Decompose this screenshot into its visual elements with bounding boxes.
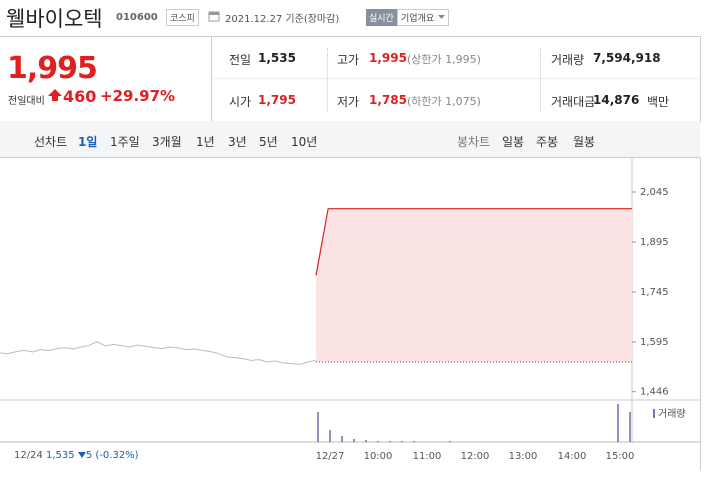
- footer-change: 5: [85, 450, 93, 461]
- stat-value: 1,535: [258, 51, 296, 65]
- stat-label: 거래대금: [551, 95, 596, 109]
- stat-label: 저가: [337, 95, 360, 109]
- footer-change-rate: (-0.32%): [95, 450, 139, 461]
- stat-note: (하한가 1,075): [407, 95, 481, 108]
- chart-box: [0, 158, 701, 470]
- stock-name: 웰바이오텍: [6, 7, 103, 31]
- tab[interactable]: 1일: [78, 135, 98, 149]
- divider: [327, 48, 328, 112]
- company-info-text: 기업개요: [401, 14, 435, 24]
- calendar-icon: [208, 11, 220, 22]
- footer: 12/24 1,535 5 (-0.32%): [14, 450, 139, 461]
- stat-note: (상한가 1,995): [407, 53, 481, 66]
- stat-label: 거래량: [551, 53, 585, 67]
- tab[interactable]: 3년: [228, 135, 247, 149]
- tab-bar: [0, 121, 700, 158]
- x-tick-label: 12/27: [316, 451, 345, 462]
- divider: [540, 48, 541, 112]
- stat-unit: 백만: [647, 95, 670, 109]
- volume-bar: [353, 439, 355, 442]
- chart: 2,045 1,895 1,745 1,595 1,446 거래량 12/27 10:00 11…: [0, 158, 700, 462]
- change: 460: [63, 87, 97, 106]
- x-tick-label: 14:00: [558, 451, 587, 462]
- current-price: 1,995: [7, 51, 98, 86]
- y-tick-label: 1,895: [640, 237, 669, 248]
- volume-bar: [413, 441, 415, 442]
- volume-bar: [449, 441, 451, 442]
- tab[interactable]: 5년: [259, 135, 278, 149]
- realtime-button[interactable]: 실시간: [366, 9, 397, 26]
- tab[interactable]: 주봉: [536, 135, 559, 149]
- stock-code: 010600: [116, 12, 158, 23]
- down-arrow: [77, 452, 86, 458]
- stat-label: 고가: [337, 53, 360, 67]
- stat-value: 1,795: [258, 93, 296, 107]
- x-tick-label: 11:00: [413, 451, 442, 462]
- volume-legend-swatch: [653, 409, 655, 418]
- y-tick-label: 1,446: [640, 387, 669, 398]
- stat-label: 전일: [229, 53, 252, 67]
- x-tick-label: 10:00: [364, 451, 393, 462]
- volume-bar: [317, 412, 319, 442]
- stat-value: 1,995: [369, 51, 407, 65]
- y-tick-label: 1,595: [640, 337, 669, 348]
- change-label: 전일대비: [8, 96, 45, 107]
- tab[interactable]: 1주일: [110, 135, 140, 149]
- volume-bar: [617, 404, 619, 442]
- divider: [212, 78, 700, 79]
- tab-label: 봉차트: [457, 135, 491, 149]
- price-area: [316, 208, 632, 362]
- volume-bar: [377, 441, 379, 442]
- volume-legend: 거래량: [658, 408, 686, 420]
- x-tick-label: 12:00: [461, 451, 490, 462]
- stat-value: 14,876: [593, 93, 640, 107]
- volume-bar: [329, 430, 331, 442]
- date: 2021.12.27 기준(장마감): [225, 14, 340, 25]
- volume-bar: [629, 412, 631, 442]
- tab[interactable]: 3개월: [152, 135, 182, 149]
- tab[interactable]: 월봉: [573, 135, 596, 149]
- x-tick-label: 15:00: [606, 451, 635, 462]
- stat-value: 1,785: [369, 93, 407, 107]
- tab-label: 선차트: [34, 135, 68, 149]
- footer-price: 1,535: [46, 450, 75, 461]
- change-rate: +29.97%: [100, 87, 176, 105]
- prev-day-line: [0, 341, 317, 365]
- footer-date: 12/24: [14, 450, 43, 461]
- tab[interactable]: 10년: [291, 135, 318, 149]
- market-badge: 코스피: [166, 9, 199, 26]
- y-tick-label: 2,045: [640, 187, 669, 198]
- y-tick-label: 1,745: [640, 287, 669, 298]
- price-line: [315, 208, 632, 276]
- volume-bar: [365, 440, 367, 442]
- x-tick-label: 13:00: [509, 451, 538, 462]
- volume-bar: [401, 441, 403, 442]
- company-info-button[interactable]: 기업개요: [397, 9, 450, 26]
- stat-label: 시가: [229, 95, 252, 109]
- tab[interactable]: 일봉: [502, 135, 525, 149]
- up-arrow: [48, 89, 62, 101]
- divider: [211, 37, 212, 121]
- dropdown-icon: [438, 15, 446, 19]
- volume-bar: [389, 441, 391, 442]
- stat-value: 7,594,918: [593, 51, 661, 65]
- volume-bar: [341, 436, 343, 442]
- tab[interactable]: 1년: [196, 135, 215, 149]
